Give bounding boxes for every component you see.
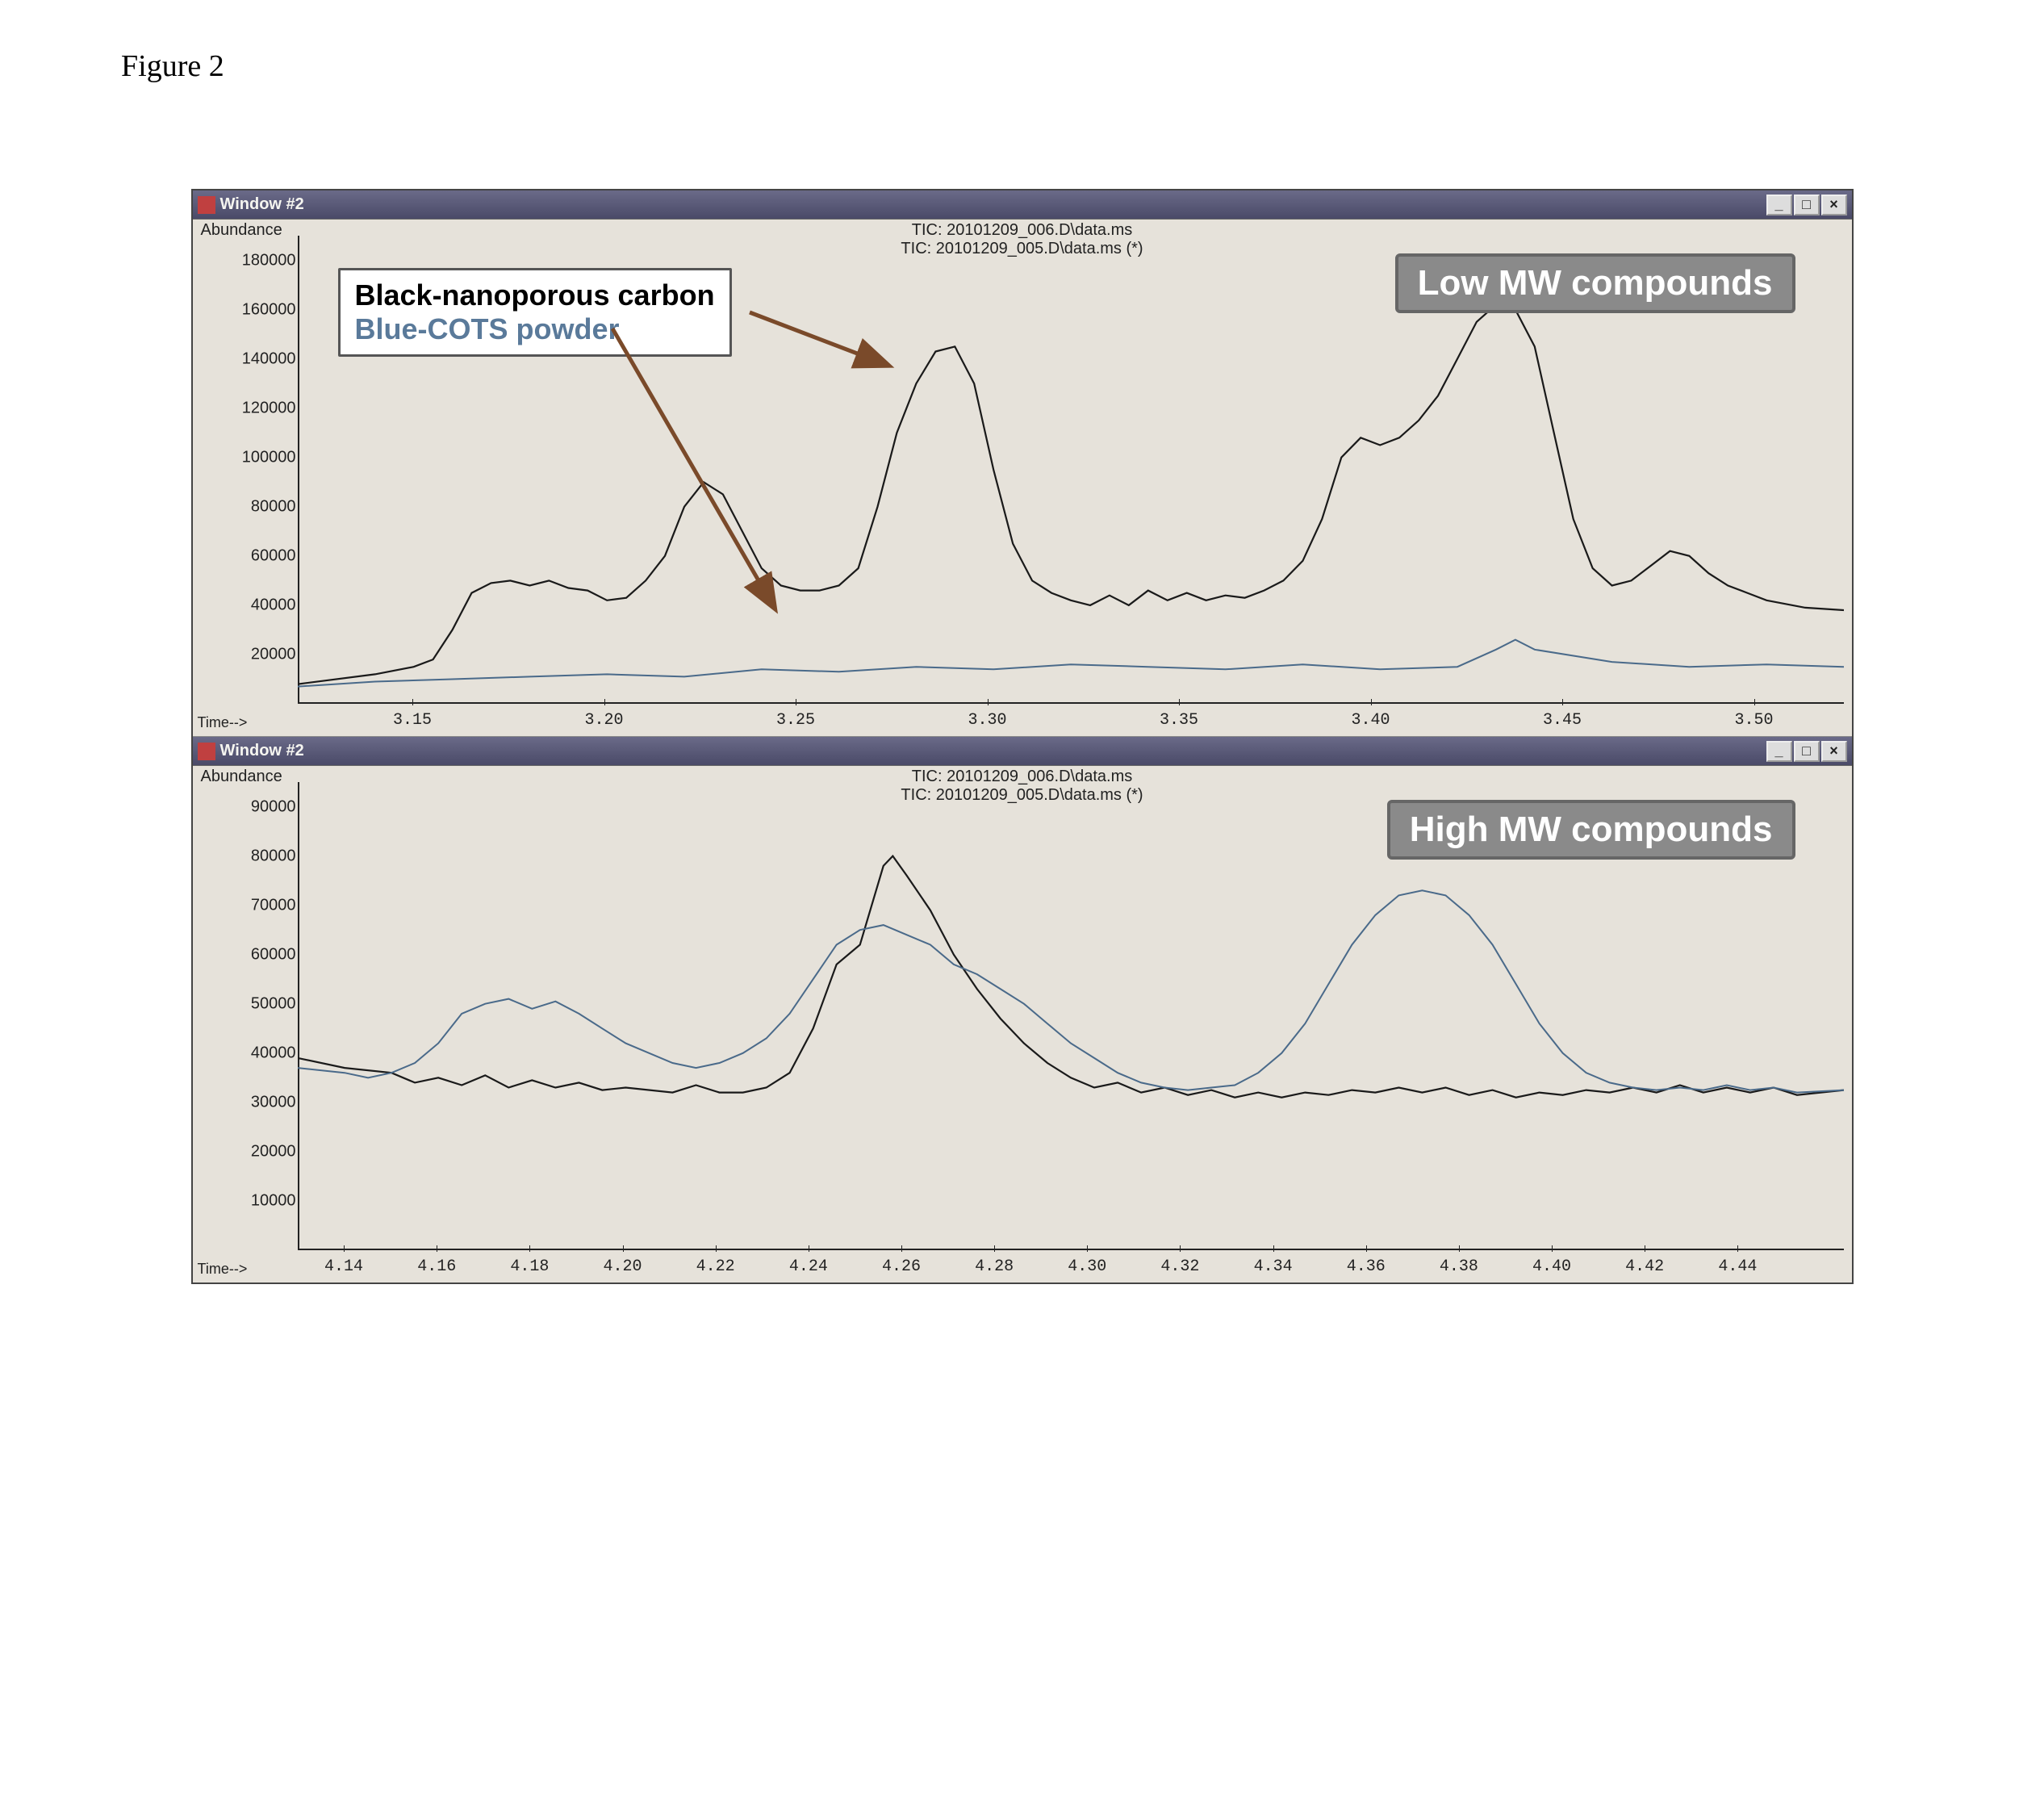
x-tick-label: 4.20 [604, 1257, 642, 1276]
x-tick-label: 4.28 [975, 1257, 1014, 1276]
x-tick-mark [344, 1245, 345, 1252]
app-icon [198, 743, 215, 760]
series-nanoporous [298, 856, 1844, 1098]
maximize-button[interactable]: □ [1794, 195, 1820, 215]
x-tick-mark [1366, 1245, 1367, 1252]
y-tick-label: 180000 [193, 251, 296, 270]
x-tick-label: 4.30 [1068, 1257, 1106, 1276]
x-tick-label: 4.26 [882, 1257, 921, 1276]
x-tick-mark [1180, 1245, 1181, 1252]
chart-bottom: Abundance Time--> TIC: 20101209_006.D\da… [193, 766, 1852, 1282]
x-axis-title: Time--> [198, 1261, 248, 1278]
x-tick-mark [1273, 1245, 1274, 1252]
x-tick-label: 4.16 [417, 1257, 456, 1276]
series-cots [298, 640, 1844, 687]
x-tick-label: 4.38 [1440, 1257, 1478, 1276]
x-tick-mark [994, 1245, 995, 1252]
x-tick-mark [1179, 699, 1180, 705]
x-tick-label: 4.18 [510, 1257, 549, 1276]
x-tick-label: 4.36 [1347, 1257, 1386, 1276]
y-tick-label: 10000 [193, 1191, 296, 1210]
y-axis-title: Abundance [201, 768, 282, 786]
window-title: Window #2 [220, 742, 304, 760]
x-tick-mark [1737, 1245, 1738, 1252]
x-tick-label: 4.40 [1532, 1257, 1571, 1276]
y-tick-label: 40000 [193, 596, 296, 614]
x-tick-label: 4.32 [1160, 1257, 1199, 1276]
minimize-button[interactable]: _ [1766, 195, 1792, 215]
titlebar-bottom: Window #2 _ □ × [193, 737, 1852, 766]
y-tick-label: 30000 [193, 1093, 296, 1111]
x-tick-mark [1562, 699, 1563, 705]
badge-low-mw: Low MW compounds [1395, 253, 1795, 313]
x-tick-mark [988, 699, 989, 705]
x-tick-label: 3.20 [584, 711, 623, 730]
y-tick-label: 140000 [193, 349, 296, 368]
x-tick-mark [529, 1245, 530, 1252]
x-tick-label: 4.14 [324, 1257, 363, 1276]
x-tick-mark [1552, 1245, 1553, 1252]
legend-line-cots: Blue-COTS powder [355, 312, 715, 346]
x-tick-label: 3.25 [776, 711, 815, 730]
y-tick-label: 60000 [193, 546, 296, 565]
titlebar-top: Window #2 _ □ × [193, 190, 1852, 220]
close-button[interactable]: × [1821, 195, 1847, 215]
y-tick-label: 120000 [193, 399, 296, 417]
x-tick-label: 4.42 [1625, 1257, 1664, 1276]
legend-line-nanoporous: Black-nanoporous carbon [355, 278, 715, 312]
x-tick-mark [1087, 1245, 1088, 1252]
y-tick-label: 20000 [193, 1142, 296, 1161]
x-tick-mark [623, 1245, 624, 1252]
y-tick-label: 160000 [193, 300, 296, 319]
app-icon [198, 196, 215, 214]
x-tick-mark [1459, 1245, 1460, 1252]
y-tick-label: 20000 [193, 645, 296, 663]
series-nanoporous [298, 305, 1844, 684]
x-tick-mark [901, 1245, 902, 1252]
x-axis-title: Time--> [198, 714, 248, 731]
x-tick-label: 3.50 [1734, 711, 1773, 730]
x-tick-label: 4.22 [696, 1257, 735, 1276]
x-tick-label: 4.24 [789, 1257, 828, 1276]
x-tick-label: 4.34 [1254, 1257, 1293, 1276]
y-tick-label: 40000 [193, 1044, 296, 1062]
x-tick-label: 3.15 [393, 711, 432, 730]
panels-container: Window #2 _ □ × Abundance Time--> TIC: 2… [191, 189, 1854, 1284]
badge-high-mw: High MW compounds [1387, 800, 1795, 860]
x-tick-mark [716, 1245, 717, 1252]
y-tick-label: 80000 [193, 847, 296, 865]
x-tick-label: 3.45 [1543, 711, 1582, 730]
window-title: Window #2 [220, 195, 304, 214]
y-tick-label: 100000 [193, 448, 296, 467]
series-cots [298, 890, 1844, 1092]
maximize-button[interactable]: □ [1794, 741, 1820, 762]
x-tick-label: 3.40 [1351, 711, 1390, 730]
y-tick-label: 60000 [193, 945, 296, 964]
close-button[interactable]: × [1821, 741, 1847, 762]
x-tick-mark [1754, 699, 1755, 705]
x-tick-mark [1371, 699, 1372, 705]
figure-title: Figure 2 [81, 48, 1963, 84]
x-tick-mark [604, 699, 605, 705]
window-panel-top: Window #2 _ □ × Abundance Time--> TIC: 2… [193, 190, 1852, 737]
x-tick-label: 3.30 [968, 711, 1006, 730]
x-tick-mark [412, 699, 413, 705]
minimize-button[interactable]: _ [1766, 741, 1792, 762]
legend-box: Black-nanoporous carbon Blue-COTS powder [338, 268, 732, 357]
x-tick-label: 4.44 [1718, 1257, 1757, 1276]
window-panel-bottom: Window #2 _ □ × Abundance Time--> TIC: 2… [193, 737, 1852, 1282]
x-tick-label: 3.35 [1160, 711, 1198, 730]
y-axis-title: Abundance [201, 221, 282, 240]
y-tick-label: 80000 [193, 497, 296, 516]
chart-top: Abundance Time--> TIC: 20101209_006.D\da… [193, 220, 1852, 736]
y-tick-label: 50000 [193, 994, 296, 1013]
y-tick-label: 90000 [193, 797, 296, 816]
y-tick-label: 70000 [193, 896, 296, 914]
